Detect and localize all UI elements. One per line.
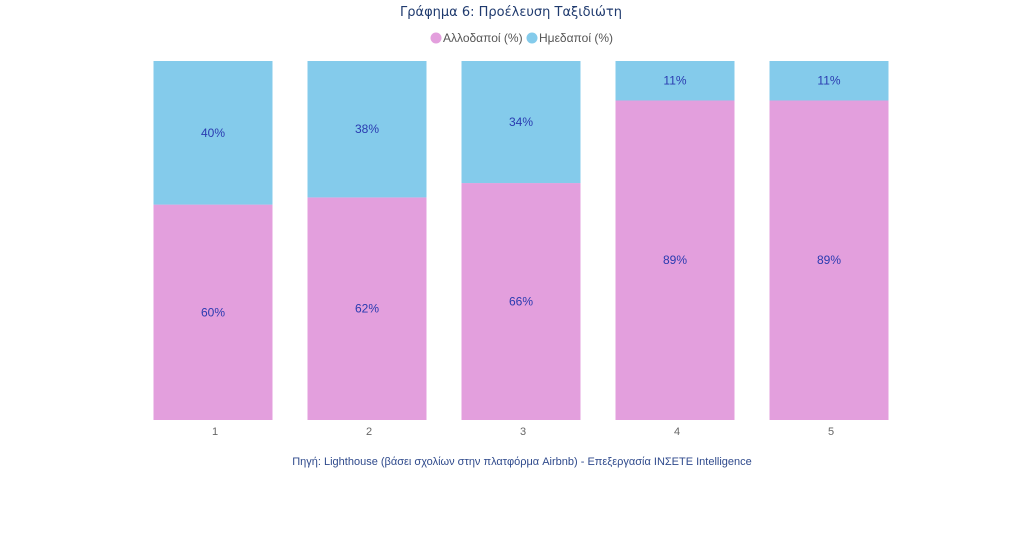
data-label-domestic-4: 11%: [663, 74, 686, 88]
legend: Αλλοδαποί (%) Ημεδαποί (%): [430, 31, 613, 45]
x-tick-label-3: 3: [520, 426, 526, 438]
bar-foreign-3[interactable]: [461, 183, 581, 420]
x-tick-label-2: 2: [366, 426, 372, 438]
bar-domestic-1[interactable]: [153, 61, 273, 205]
bars: [153, 61, 889, 421]
bar-foreign-1[interactable]: [153, 204, 273, 420]
x-tick-label-5: 5: [828, 426, 834, 438]
data-label-foreign-4: 89%: [663, 253, 687, 267]
bar-foreign-2[interactable]: [307, 197, 427, 420]
bar-foreign-5[interactable]: [769, 100, 889, 421]
x-axis-ticks: 1 2 3 4 5: [212, 426, 834, 438]
bar-foreign-4[interactable]: [615, 100, 735, 421]
legend-marker-domestic[interactable]: [526, 32, 538, 44]
legend-label-domestic[interactable]: Ημεδαποί (%): [539, 31, 613, 45]
data-label-domestic-1: 40%: [201, 126, 225, 140]
bar-domestic-5[interactable]: [769, 61, 889, 101]
data-label-foreign-2: 62%: [355, 302, 379, 316]
data-label-domestic-3: 34%: [509, 115, 533, 129]
data-label-foreign-3: 66%: [509, 295, 533, 309]
data-label-domestic-2: 38%: [355, 122, 379, 136]
bar-domestic-4[interactable]: [615, 61, 735, 101]
data-labels: 60% 40% 62% 38% 66% 34% 89% 11% 89% 11%: [201, 74, 841, 320]
data-label-foreign-1: 60%: [201, 305, 225, 319]
data-label-foreign-5: 89%: [817, 253, 841, 267]
data-label-domestic-5: 11%: [817, 74, 840, 88]
x-tick-label-4: 4: [674, 426, 680, 438]
legend-label-foreign[interactable]: Αλλοδαποί (%): [443, 31, 523, 45]
legend-marker-foreign[interactable]: [430, 32, 442, 44]
chart-title: Γράφημα 6: Προέλευση Ταξιδιώτη: [400, 5, 622, 20]
bar-domestic-2[interactable]: [307, 61, 427, 198]
bar-domestic-3[interactable]: [461, 61, 581, 184]
x-tick-label-1: 1: [212, 426, 218, 438]
source-note: Πηγή: Lighthouse (βάσει σχολίων στην πλα…: [292, 456, 752, 468]
